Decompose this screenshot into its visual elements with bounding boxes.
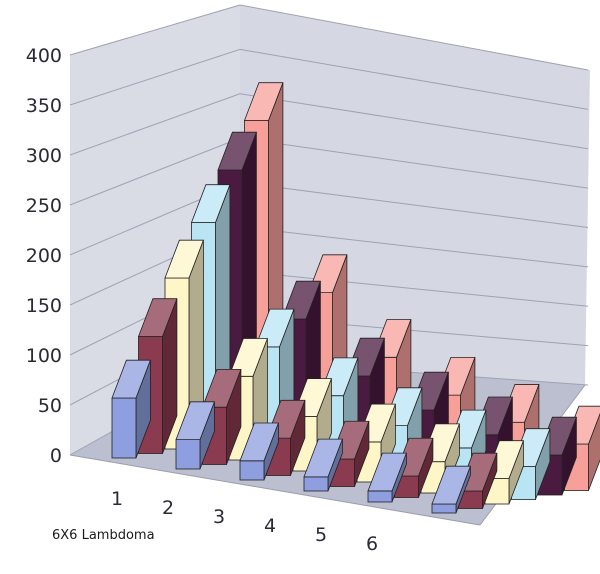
y-tick-label: 350	[26, 95, 62, 117]
gridline-side	[69, 137, 241, 206]
bar	[175, 401, 215, 470]
bar-top	[303, 438, 343, 478]
bar-top	[367, 452, 407, 492]
bar-top	[111, 359, 151, 399]
bar-top	[431, 465, 471, 505]
floor-front-edge	[69, 454, 481, 526]
x-category-label: 4	[264, 515, 276, 537]
x-category-label: 2	[162, 497, 174, 519]
gridline-side	[69, 93, 241, 156]
bar-top	[164, 239, 204, 279]
bar	[239, 422, 279, 481]
x-category-label: 3	[213, 506, 225, 528]
x-category-label: 5	[315, 524, 327, 546]
y-tick-label: 150	[26, 295, 62, 317]
y-tick-label: 50	[38, 395, 62, 417]
bar-top	[138, 298, 178, 337]
gridline-back	[239, 226, 589, 268]
x-category-label: 6	[366, 533, 378, 555]
bar	[111, 359, 151, 459]
bar-front	[111, 397, 137, 459]
y-tick-label: 200	[26, 245, 62, 267]
gridline-back	[239, 270, 589, 307]
bar-top	[202, 368, 242, 408]
bar-front	[303, 476, 329, 492]
chart-caption: 6X6 Lambdoma	[52, 528, 155, 543]
gridline-side	[69, 48, 241, 106]
x-axis-categories: 1 2 3 4 5 6	[111, 488, 378, 555]
bar-front	[367, 490, 393, 503]
y-tick-label: 300	[26, 145, 62, 167]
bar-top	[175, 401, 215, 441]
y-tick-label: 100	[26, 345, 62, 367]
x-category-label: 1	[111, 488, 123, 510]
gridline-back	[239, 137, 589, 189]
bars	[111, 82, 600, 514]
bar	[431, 465, 471, 514]
bar-top	[255, 308, 295, 348]
gridline-back	[239, 4, 589, 71]
bar-top	[239, 422, 279, 462]
gridline-side	[69, 4, 241, 56]
bar-front	[431, 503, 457, 514]
bar	[303, 438, 343, 492]
y-tick-label: 250	[26, 195, 62, 217]
bar-top	[228, 338, 268, 377]
bar-top	[217, 131, 257, 171]
y-tick-label: 0	[50, 445, 62, 467]
bar-top	[244, 82, 284, 121]
bar	[367, 452, 407, 503]
bar-front	[175, 439, 201, 470]
gridline-back	[239, 182, 589, 228]
gridline-back	[239, 93, 589, 150]
y-tick-label: 400	[26, 45, 62, 67]
gridline-back	[239, 48, 589, 110]
y-axis-ticks: 0 50 100 150 200 250 300 350 400	[26, 45, 62, 467]
bar-front	[239, 460, 265, 481]
bar-top	[191, 184, 231, 223]
